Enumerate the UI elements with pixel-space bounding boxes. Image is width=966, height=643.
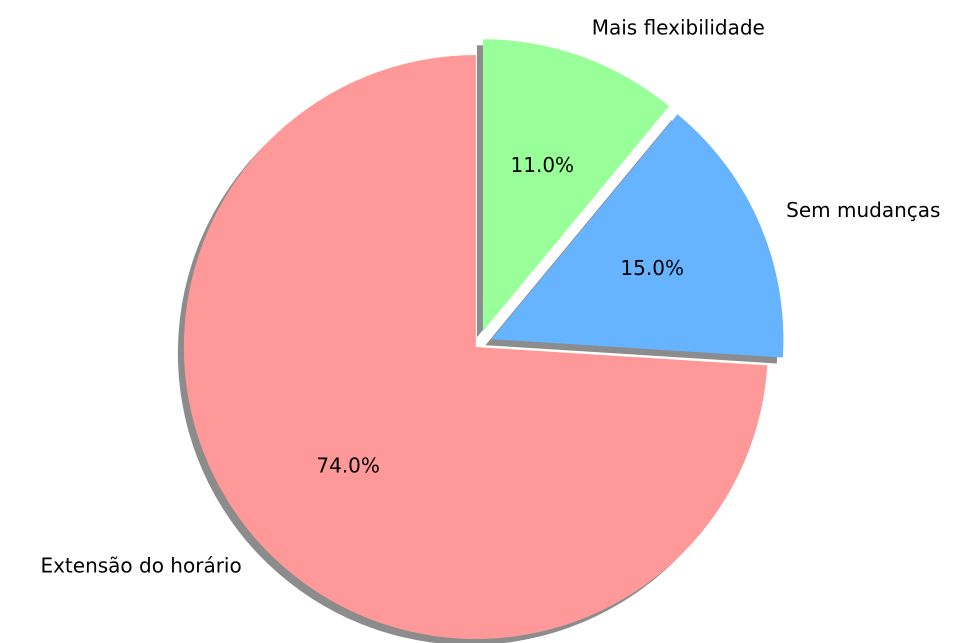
label-layer: Extensão do horário 74.0% Sem mudanças 15.0… bbox=[40, 16, 940, 578]
wedge-label: Sem mudanças bbox=[786, 198, 940, 222]
wedge-layer bbox=[183, 39, 784, 639]
wedge bbox=[183, 54, 768, 639]
wedge bbox=[482, 39, 670, 332]
pct-label: 74.0% bbox=[316, 453, 380, 477]
pct-label: 11.0% bbox=[511, 153, 575, 177]
wedge-label: Extensão do horário bbox=[40, 553, 241, 577]
pct-label: 15.0% bbox=[620, 256, 684, 280]
wedge bbox=[491, 114, 784, 358]
wedge-label: Mais flexibilidade bbox=[592, 16, 765, 40]
